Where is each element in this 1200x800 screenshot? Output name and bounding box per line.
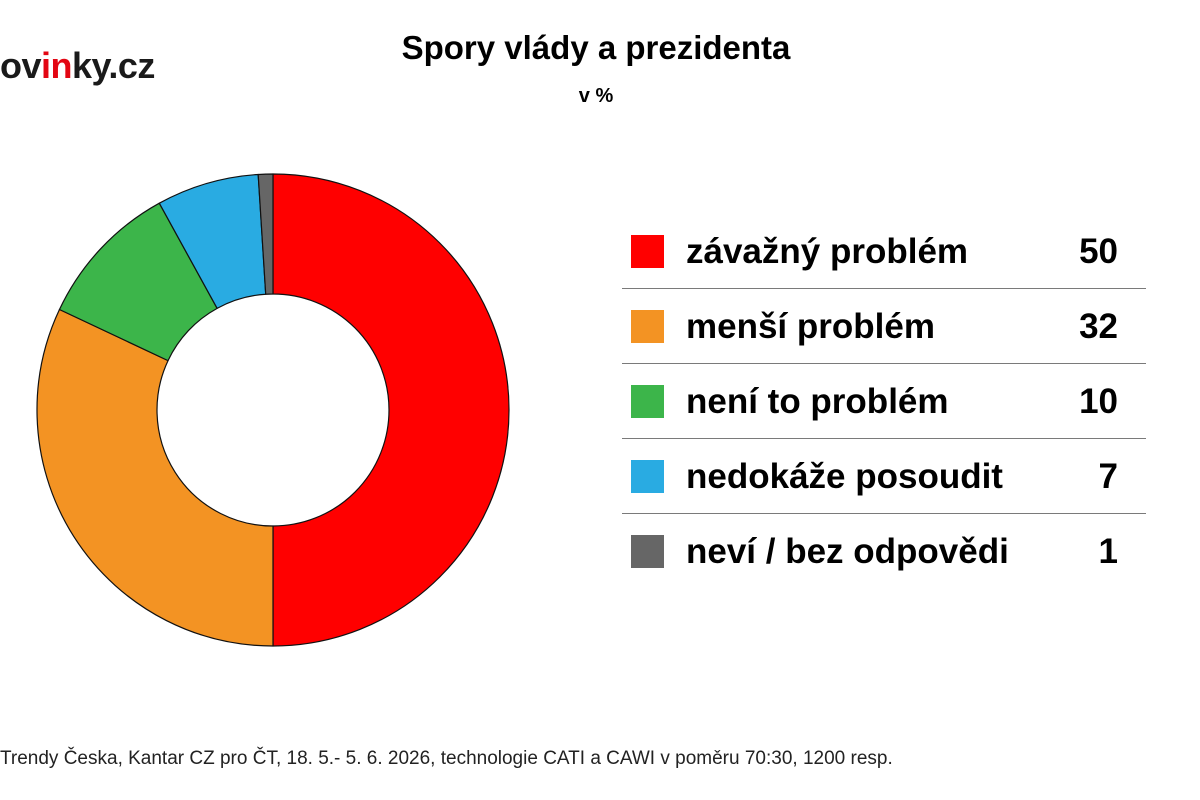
legend-value: 50 bbox=[1079, 232, 1118, 271]
legend-item: menší problém 32 bbox=[622, 291, 1146, 364]
legend-swatch bbox=[631, 460, 664, 493]
legend-item: neví / bez odpovědi 1 bbox=[622, 516, 1146, 588]
legend-label: není to problém bbox=[686, 382, 949, 421]
legend-swatch bbox=[631, 535, 664, 568]
donut-slice-1 bbox=[272, 173, 510, 647]
chart-subtitle: v % bbox=[578, 85, 614, 107]
legend-value: 10 bbox=[1079, 382, 1118, 421]
logo-text-start: ov bbox=[0, 45, 42, 86]
donut-chart bbox=[36, 173, 510, 647]
legend-label: nedokáže posoudit bbox=[686, 457, 1003, 496]
donut-slice-5 bbox=[257, 173, 274, 295]
logo-text-accent: in bbox=[41, 45, 73, 86]
legend-value: 32 bbox=[1079, 307, 1118, 346]
chart-title: Spory vlády a prezidenta bbox=[401, 29, 791, 66]
site-logo[interactable]: ovinky.cz bbox=[0, 44, 155, 88]
source-note: Trendy Česka, Kantar CZ pro ČT, 18. 5.- … bbox=[0, 748, 893, 769]
legend-value: 1 bbox=[1098, 532, 1118, 571]
legend-item: nedokáže posoudit 7 bbox=[622, 441, 1146, 514]
legend-item: není to problém 10 bbox=[622, 366, 1146, 439]
legend-swatch bbox=[631, 385, 664, 418]
legend-value: 7 bbox=[1098, 457, 1118, 496]
legend-swatch bbox=[631, 310, 664, 343]
chart-legend: závažný problém 50 menší problém 32 není to … bbox=[622, 216, 1146, 590]
donut-slice-2 bbox=[36, 308, 274, 647]
legend-label: neví / bez odpovědi bbox=[686, 532, 1009, 571]
logo-text-end: ky.cz bbox=[72, 45, 155, 86]
legend-label: závažný problém bbox=[686, 232, 969, 271]
legend-swatch bbox=[631, 235, 664, 268]
legend-label: menší problém bbox=[686, 307, 935, 346]
legend-item: závažný problém 50 bbox=[622, 216, 1146, 289]
